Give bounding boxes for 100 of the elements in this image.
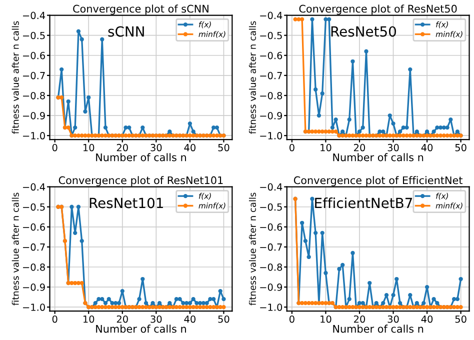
- point: [438, 133, 443, 138]
- point: [296, 17, 301, 22]
- point: [445, 125, 450, 130]
- point: [208, 296, 212, 302]
- point: [188, 301, 192, 306]
- point: [144, 301, 148, 306]
- point: [188, 133, 192, 138]
- point: [184, 305, 189, 310]
- point: [401, 125, 406, 130]
- point: [350, 133, 355, 138]
- point: [330, 125, 335, 130]
- point: [70, 280, 74, 286]
- point: [364, 49, 368, 54]
- point: [218, 305, 222, 310]
- point: [194, 305, 199, 310]
- point: [80, 37, 84, 42]
- point: [300, 17, 304, 22]
- x-tick-label: 20: [116, 144, 128, 152]
- point: [73, 133, 78, 138]
- point: [80, 238, 84, 244]
- point: [408, 305, 412, 310]
- point: [188, 305, 192, 310]
- point: [157, 301, 162, 306]
- y-tick-label: −0.7: [260, 72, 282, 80]
- point: [391, 305, 396, 310]
- point: [150, 301, 155, 306]
- point: [448, 117, 453, 122]
- point: [214, 125, 220, 130]
- point: [414, 129, 419, 134]
- point: [368, 280, 372, 286]
- point: [408, 67, 412, 72]
- point: [100, 133, 104, 138]
- point: [374, 305, 378, 310]
- y-tick-label: −0.7: [260, 243, 282, 251]
- x-tick-label: 30: [388, 315, 399, 323]
- point: [114, 305, 118, 310]
- point: [432, 296, 436, 302]
- point: [432, 305, 436, 310]
- point: [334, 117, 338, 122]
- point: [435, 133, 440, 138]
- x-tick-label: 50: [218, 144, 230, 152]
- chart-title: Convergence plot of sCNN: [73, 4, 208, 15]
- point: [374, 301, 378, 306]
- point: [191, 305, 196, 310]
- y-tick-label: −1.0: [23, 304, 45, 311]
- point: [120, 305, 124, 310]
- point: [168, 129, 172, 134]
- x-tick-label: 40: [421, 144, 433, 152]
- point: [452, 296, 456, 302]
- y-tick-label: −0.8: [23, 92, 45, 100]
- point: [340, 133, 345, 138]
- point: [432, 129, 436, 134]
- point: [448, 133, 453, 138]
- y-tick-label: −0.7: [23, 72, 45, 80]
- point: [80, 133, 84, 138]
- point: [83, 109, 88, 114]
- y-tick-label: −0.4: [23, 12, 46, 20]
- point: [157, 305, 162, 310]
- x-tick-label: 40: [421, 315, 433, 323]
- x-tick-label: 0: [289, 315, 294, 323]
- point: [191, 129, 196, 134]
- point: [198, 305, 202, 310]
- point: [424, 129, 430, 134]
- y-tick-label: −0.8: [260, 92, 282, 100]
- point: [381, 133, 386, 138]
- point: [174, 296, 179, 302]
- point: [340, 262, 345, 268]
- point: [350, 250, 355, 256]
- point: [124, 133, 128, 138]
- point: [181, 301, 186, 306]
- point: [93, 301, 98, 306]
- point: [106, 296, 111, 302]
- point: [330, 129, 335, 134]
- point: [435, 125, 440, 130]
- point: [347, 296, 352, 302]
- y-axis-title: fitness value after n calls: [248, 21, 256, 134]
- point: [424, 133, 430, 138]
- x-tick-label: 50: [455, 315, 466, 323]
- point: [378, 133, 382, 138]
- point: [327, 17, 332, 22]
- point: [360, 301, 365, 306]
- point: [398, 129, 402, 134]
- point: [70, 204, 74, 209]
- point: [73, 230, 78, 236]
- point: [116, 305, 122, 310]
- x-tick-label: 0: [289, 144, 294, 152]
- point: [214, 133, 220, 138]
- point: [391, 133, 396, 138]
- point: [357, 129, 362, 134]
- point: [293, 17, 298, 22]
- point: [168, 305, 172, 310]
- point: [320, 91, 324, 96]
- point: [455, 133, 460, 138]
- point: [76, 204, 81, 209]
- y-tick-label: −0.7: [23, 243, 45, 251]
- point: [398, 305, 402, 310]
- point: [150, 305, 155, 310]
- y-axis-title: fitness value after n calls: [12, 192, 19, 306]
- y-tick-label: −0.4: [23, 183, 46, 191]
- point: [350, 59, 355, 64]
